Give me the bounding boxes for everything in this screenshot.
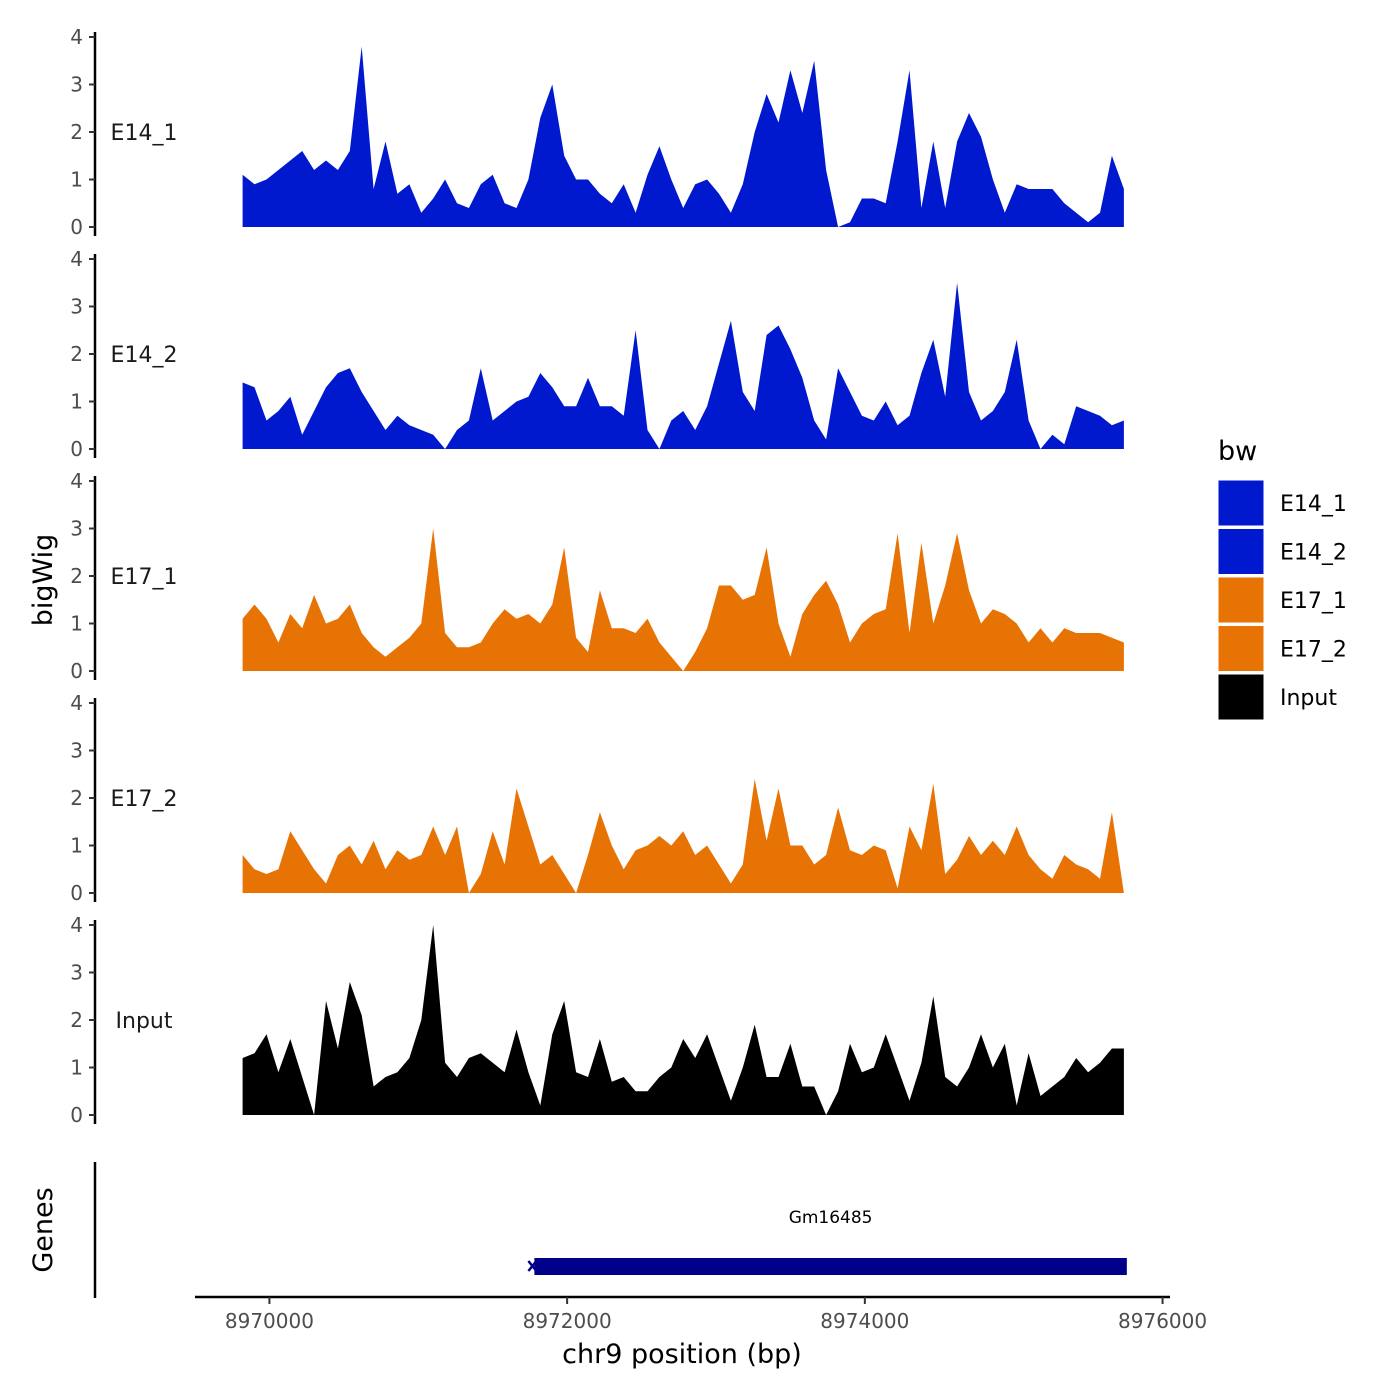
x-axis-title: chr9 position (bp): [562, 1339, 802, 1370]
y-tick-label: 1: [70, 390, 83, 414]
y-tick-label: 3: [70, 295, 83, 319]
track-panel: 0 1 2 3 4 E14_1: [70, 25, 1124, 239]
y-tick-label: 0: [70, 1103, 83, 1127]
legend-label: E17_1: [1280, 589, 1347, 614]
x-tick-label: 8970000: [225, 1309, 314, 1333]
genes-axis-title: Genes: [28, 1187, 59, 1272]
legend-label: Input: [1280, 686, 1337, 711]
track-strip-label: E17_1: [111, 565, 178, 590]
coverage-area: [242, 925, 1124, 1115]
legend-key: [1217, 528, 1265, 575]
y-tick-label: 3: [70, 517, 83, 541]
x-tick-label: 8972000: [523, 1309, 612, 1333]
y-tick-label: 4: [70, 247, 83, 271]
track-strip-label: E14_1: [111, 121, 178, 146]
y-tick-label: 4: [70, 913, 83, 937]
track-panel: 0 1 2 3 4 Input: [70, 913, 1124, 1127]
y-tick-label: 4: [70, 691, 83, 715]
legend-key: [1217, 576, 1265, 624]
y-tick-label: 4: [70, 25, 83, 49]
track-panel: 0 1 2 3 4 E17_2: [70, 691, 1124, 905]
track-panels: 0 1 2 3 4 E14_1 0 1 2 3 4 E14_2 0 1 2 3 4 E17_1 0 1 2 3 4 E17_2…: [70, 25, 1124, 1127]
legend-label: E14_1: [1280, 492, 1347, 517]
coverage-area: [242, 46, 1124, 227]
coverage-area: [242, 779, 1124, 893]
y-tick-label: 2: [70, 786, 83, 810]
legend: bw E14_1 E14_2 E17_1 E17_2 Input: [1217, 436, 1347, 721]
y-tick-label: 3: [70, 739, 83, 763]
y-tick-label: 0: [70, 881, 83, 905]
y-tick-label: 1: [70, 1056, 83, 1080]
legend-key: [1217, 673, 1265, 721]
coverage-area: [242, 528, 1124, 671]
coverage-area: [242, 282, 1124, 449]
y-axis-title: bigWig: [28, 534, 59, 627]
y-tick-label: 2: [70, 564, 83, 588]
legend-key: [1217, 625, 1265, 672]
y-tick-label: 2: [70, 342, 83, 366]
y-tick-label: 0: [70, 215, 83, 239]
y-tick-label: 1: [70, 612, 83, 636]
y-tick-label: 2: [70, 1008, 83, 1032]
legend-key: [1217, 479, 1265, 527]
track-strip-label: E14_2: [111, 343, 178, 368]
track-panel: 0 1 2 3 4 E17_1: [70, 469, 1124, 683]
track-panel: 0 1 2 3 4 E14_2: [70, 247, 1124, 461]
y-tick-label: 1: [70, 168, 83, 192]
gene-strand-marker: [527, 1260, 538, 1272]
y-tick-label: 3: [70, 961, 83, 985]
legend-label: E17_2: [1280, 638, 1347, 663]
x-axis: 8970000 8972000 8974000 8976000: [195, 1295, 1207, 1333]
y-tick-label: 1: [70, 834, 83, 858]
track-strip-label: E17_2: [111, 787, 178, 812]
y-tick-label: 0: [70, 659, 83, 683]
genes-track: Gm16485: [93, 1162, 1127, 1298]
y-tick-label: 4: [70, 469, 83, 493]
y-tick-label: 3: [70, 73, 83, 97]
x-tick-label: 8976000: [1118, 1309, 1207, 1333]
gene-label: Gm16485: [789, 1208, 873, 1228]
track-strip-label: Input: [116, 1009, 173, 1034]
legend-title: bw: [1218, 436, 1257, 467]
legend-label: E14_2: [1280, 541, 1347, 566]
x-tick-label: 8974000: [820, 1309, 909, 1333]
y-tick-label: 0: [70, 437, 83, 461]
gene-body: [534, 1258, 1127, 1275]
y-tick-label: 2: [70, 120, 83, 144]
